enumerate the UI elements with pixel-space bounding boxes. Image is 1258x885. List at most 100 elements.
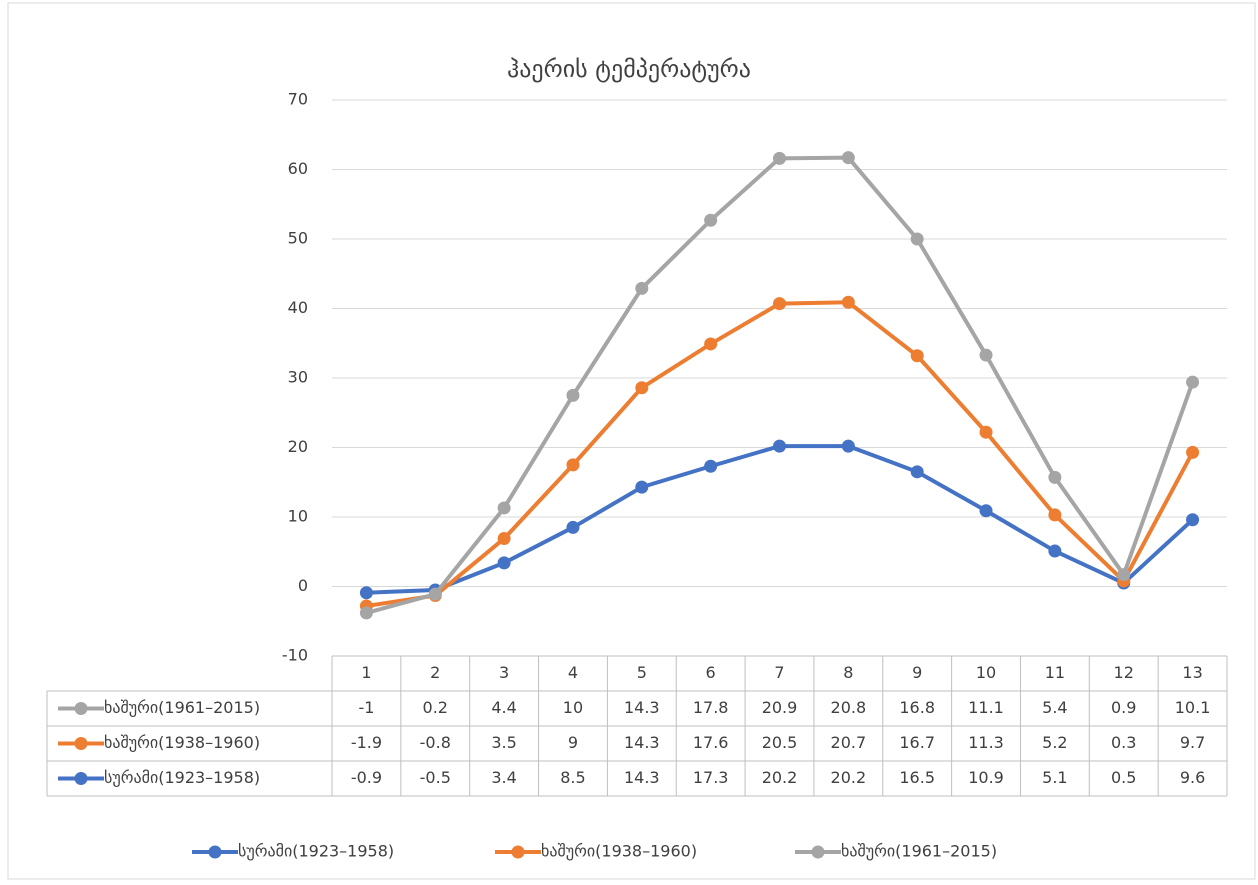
table-value: 3.5 (491, 733, 516, 752)
point (841, 295, 855, 309)
y-tick-label: 0 (298, 576, 308, 595)
legend-label: ხაშური(1938–1960) (541, 842, 697, 861)
point (497, 532, 511, 546)
table-value: 9 (568, 733, 578, 752)
table-value: 10.9 (968, 768, 1004, 787)
point (1186, 375, 1200, 389)
table-value: 14.3 (624, 733, 660, 752)
table-value: 8.5 (560, 768, 585, 787)
point (635, 480, 649, 494)
point (428, 587, 442, 601)
table-value: 4.4 (491, 698, 516, 717)
table-value: 20.2 (831, 768, 867, 787)
point (979, 504, 993, 518)
point (979, 348, 993, 362)
y-tick-label: 70 (288, 90, 308, 109)
legend-key (208, 845, 222, 859)
table-value: 16.8 (899, 698, 935, 717)
table-value: 5.4 (1042, 698, 1067, 717)
point (1048, 544, 1062, 558)
point (497, 556, 511, 570)
x-tick-label: 3 (499, 663, 509, 682)
legend-key (811, 845, 825, 859)
table-value: 11.1 (968, 698, 1004, 717)
legend-key (74, 702, 88, 715)
point (841, 439, 855, 453)
y-tick-label: 40 (288, 298, 308, 317)
point (566, 388, 580, 402)
chart-border (7, 2, 1256, 880)
x-tick-label: 1 (361, 663, 371, 682)
table-value: 9.7 (1180, 733, 1205, 752)
table-value: 20.9 (762, 698, 798, 717)
legend-label: სურამი(1923–1958) (238, 842, 394, 861)
chart-title: ჰაერის ტემპერატურა (507, 55, 751, 83)
point (635, 381, 649, 395)
x-tick-label: 6 (706, 663, 716, 682)
table-value: -0.5 (420, 768, 451, 787)
table-value: 10.1 (1175, 698, 1211, 717)
x-tick-label: 2 (430, 663, 440, 682)
y-tick-label: 10 (288, 507, 308, 526)
table-value: -1 (358, 698, 374, 717)
point (841, 151, 855, 165)
table-value: 20.7 (831, 733, 867, 752)
y-tick-label: 50 (288, 229, 308, 248)
point (704, 459, 718, 473)
point (979, 425, 993, 439)
table-value: 14.3 (624, 698, 660, 717)
point (635, 281, 649, 295)
point (910, 465, 924, 479)
table-value: 3.4 (491, 768, 516, 787)
point (704, 337, 718, 351)
table-value: 0.5 (1111, 768, 1136, 787)
point (359, 606, 373, 620)
x-tick-label: 11 (1045, 663, 1065, 682)
table-value: 17.6 (693, 733, 729, 752)
table-value: 14.3 (624, 768, 660, 787)
y-tick-label: -10 (282, 646, 308, 665)
table-value: 5.1 (1042, 768, 1067, 787)
table-value: -1.9 (351, 733, 382, 752)
y-tick-label: 30 (288, 368, 308, 387)
table-value: -0.9 (351, 768, 382, 787)
row-label: სურამი(1923–1958) (104, 768, 260, 787)
x-tick-label: 10 (976, 663, 996, 682)
legend-key (74, 772, 88, 785)
table-value: 17.8 (693, 698, 729, 717)
legend-key (511, 845, 525, 859)
point (1048, 470, 1062, 484)
row-label: ხაშური(1938–1960) (104, 733, 260, 752)
point (497, 501, 511, 515)
table-value: 17.3 (693, 768, 729, 787)
x-tick-label: 13 (1182, 663, 1202, 682)
point (1117, 568, 1131, 582)
table-value: 20.5 (762, 733, 798, 752)
y-tick-label: 60 (288, 159, 308, 178)
table-value: -0.8 (420, 733, 451, 752)
point (566, 458, 580, 472)
table-value: 20.8 (831, 698, 867, 717)
table-value: 10 (563, 698, 583, 717)
table-value: 9.6 (1180, 768, 1205, 787)
point (773, 439, 786, 453)
table-value: 16.5 (899, 768, 935, 787)
point (359, 586, 373, 600)
x-tick-label: 9 (912, 663, 922, 682)
row-label: ხაშური(1961–2015) (104, 698, 260, 717)
point (773, 151, 786, 165)
point (910, 349, 924, 363)
table-value: 16.7 (899, 733, 935, 752)
table-value: 11.3 (968, 733, 1004, 752)
table-value: 0.2 (423, 698, 448, 717)
point (1048, 508, 1062, 522)
x-tick-label: 8 (843, 663, 853, 682)
point (910, 232, 924, 246)
legend-key (74, 737, 88, 750)
x-tick-label: 4 (568, 663, 578, 682)
point (1186, 445, 1200, 459)
legend-label: ხაშური(1961–2015) (841, 842, 997, 861)
point (566, 520, 580, 534)
table-value: 0.3 (1111, 733, 1136, 752)
